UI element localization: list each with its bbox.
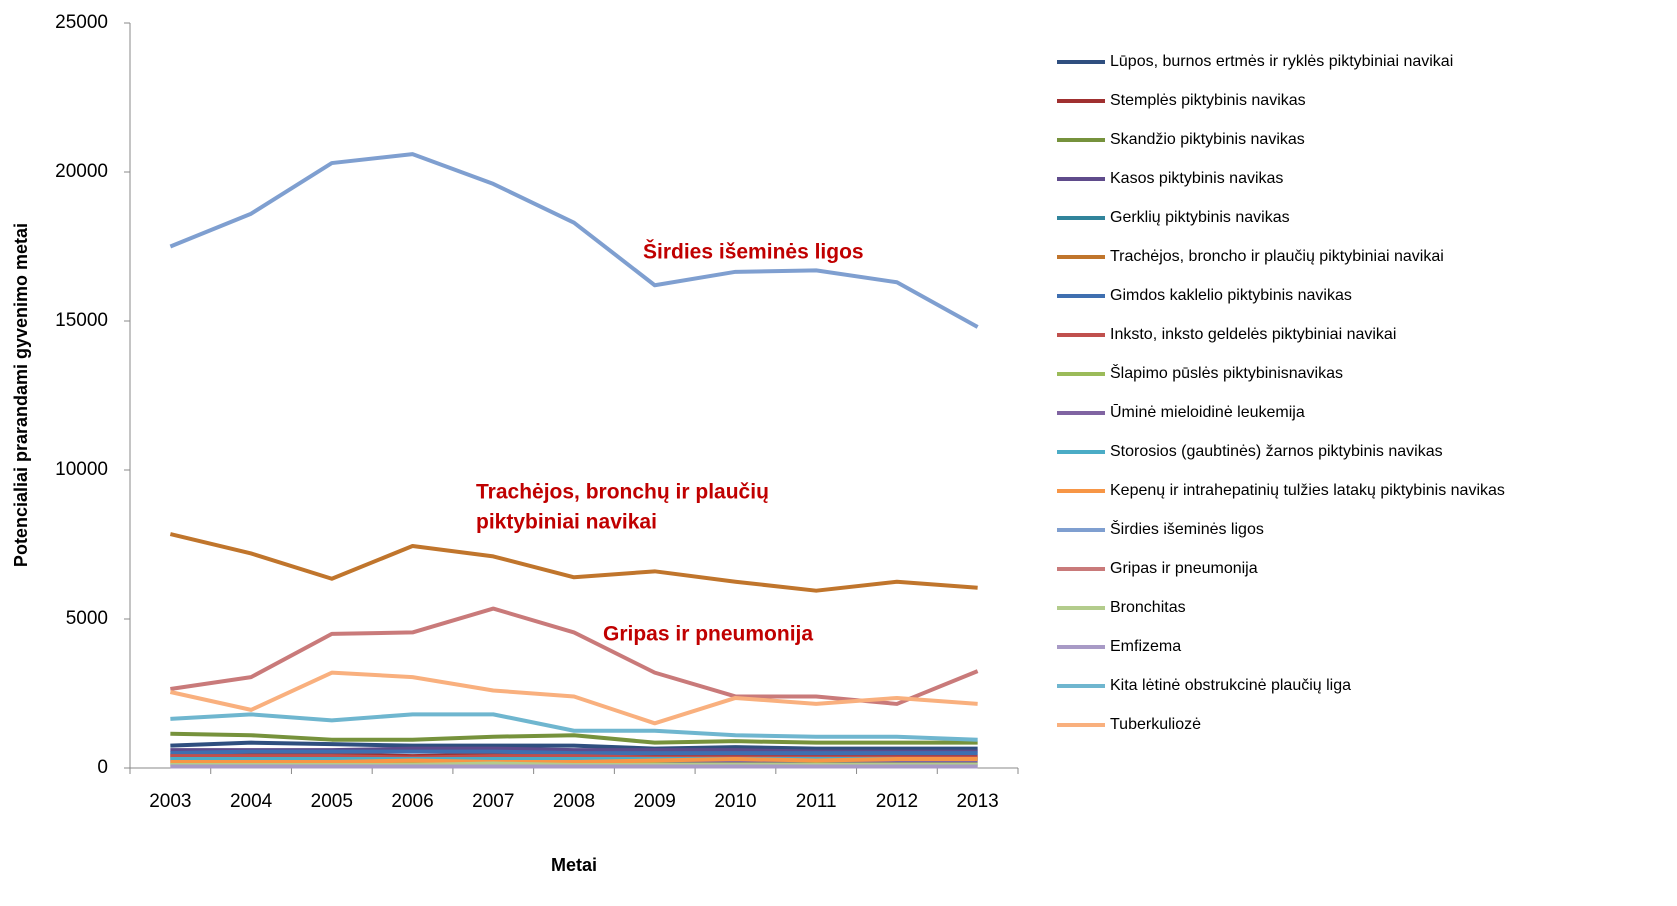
series-line bbox=[170, 606, 979, 706]
y-tick-label: 20000 bbox=[55, 161, 108, 182]
y-tick-label: 10000 bbox=[55, 459, 108, 480]
legend-label: Skandžio piktybinis navikas bbox=[1110, 131, 1305, 148]
legend-label: Šlapimo pūslės piktybinisnavikas bbox=[1110, 363, 1343, 382]
legend-label: Kasos piktybinis navikas bbox=[1110, 170, 1283, 187]
x-axis-title: Metai bbox=[551, 855, 597, 875]
x-tick-label: 2009 bbox=[634, 791, 676, 812]
legend-label: Širdies išeminės ligos bbox=[1110, 519, 1264, 538]
y-tick-label: 25000 bbox=[55, 12, 108, 33]
x-tick-label: 2012 bbox=[876, 791, 918, 812]
x-tick-label: 2003 bbox=[149, 791, 191, 812]
legend-label: Kepenų ir intrahepatinių tulžies latakų … bbox=[1110, 482, 1505, 499]
y-tick-label: 5000 bbox=[66, 608, 108, 629]
y-tick-label: 0 bbox=[97, 757, 108, 778]
annotation: Trachėjos, bronchų ir plaučių bbox=[476, 481, 769, 504]
y-tick-label: 15000 bbox=[55, 310, 108, 331]
legend-label: Trachėjos, broncho ir plaučių piktybinia… bbox=[1110, 248, 1444, 265]
x-tick-label: 2010 bbox=[714, 791, 756, 812]
x-tick-label: 2006 bbox=[391, 791, 433, 812]
x-tick-label: 2007 bbox=[472, 791, 514, 812]
y-axis-title: Potencialiai prarandami gyvenimo metai bbox=[11, 223, 31, 567]
x-tick-label: 2011 bbox=[796, 791, 837, 812]
series-line bbox=[170, 757, 978, 765]
x-tick-label: 2013 bbox=[956, 791, 998, 812]
series-line bbox=[170, 749, 978, 756]
series-line bbox=[170, 731, 978, 745]
legend-label: Kita lėtinė obstrukcinė plaučių liga bbox=[1110, 677, 1351, 694]
legend-label: Gimdos kaklelio piktybinis navikas bbox=[1110, 287, 1352, 304]
legend-label: Ūminė mieloidinė leukemija bbox=[1110, 403, 1305, 421]
series-line bbox=[170, 712, 978, 742]
legend-label: Gripas ir pneumonija bbox=[1110, 560, 1258, 577]
legend-label: Emfizema bbox=[1110, 638, 1181, 655]
series-line bbox=[170, 740, 978, 751]
x-tick-label: 2008 bbox=[553, 791, 595, 812]
legend-label: Bronchitas bbox=[1110, 599, 1186, 616]
legend-label: Inksto, inksto geldelės piktybiniai navi… bbox=[1110, 326, 1396, 343]
legend-label: Lūpos, burnos ertmės ir ryklės piktybini… bbox=[1110, 53, 1453, 70]
x-tick-label: 2005 bbox=[311, 791, 353, 812]
annotation: Širdies išeminės ligos bbox=[643, 240, 864, 264]
legend-label: Storosios (gaubtinės) žarnos piktybinis … bbox=[1110, 443, 1443, 460]
legend-label: Stemplės piktybinis navikas bbox=[1110, 92, 1306, 109]
annotation: Gripas ir pneumonija bbox=[603, 623, 813, 646]
series-line bbox=[169, 670, 978, 726]
x-tick-label: 2004 bbox=[230, 791, 273, 812]
legend-label: Gerklių piktybinis navikas bbox=[1110, 209, 1290, 226]
annotation: piktybiniai navikai bbox=[476, 511, 657, 534]
series-line bbox=[169, 152, 979, 329]
series-line bbox=[169, 532, 978, 593]
legend-label: Tuberkuliozė bbox=[1110, 716, 1201, 733]
